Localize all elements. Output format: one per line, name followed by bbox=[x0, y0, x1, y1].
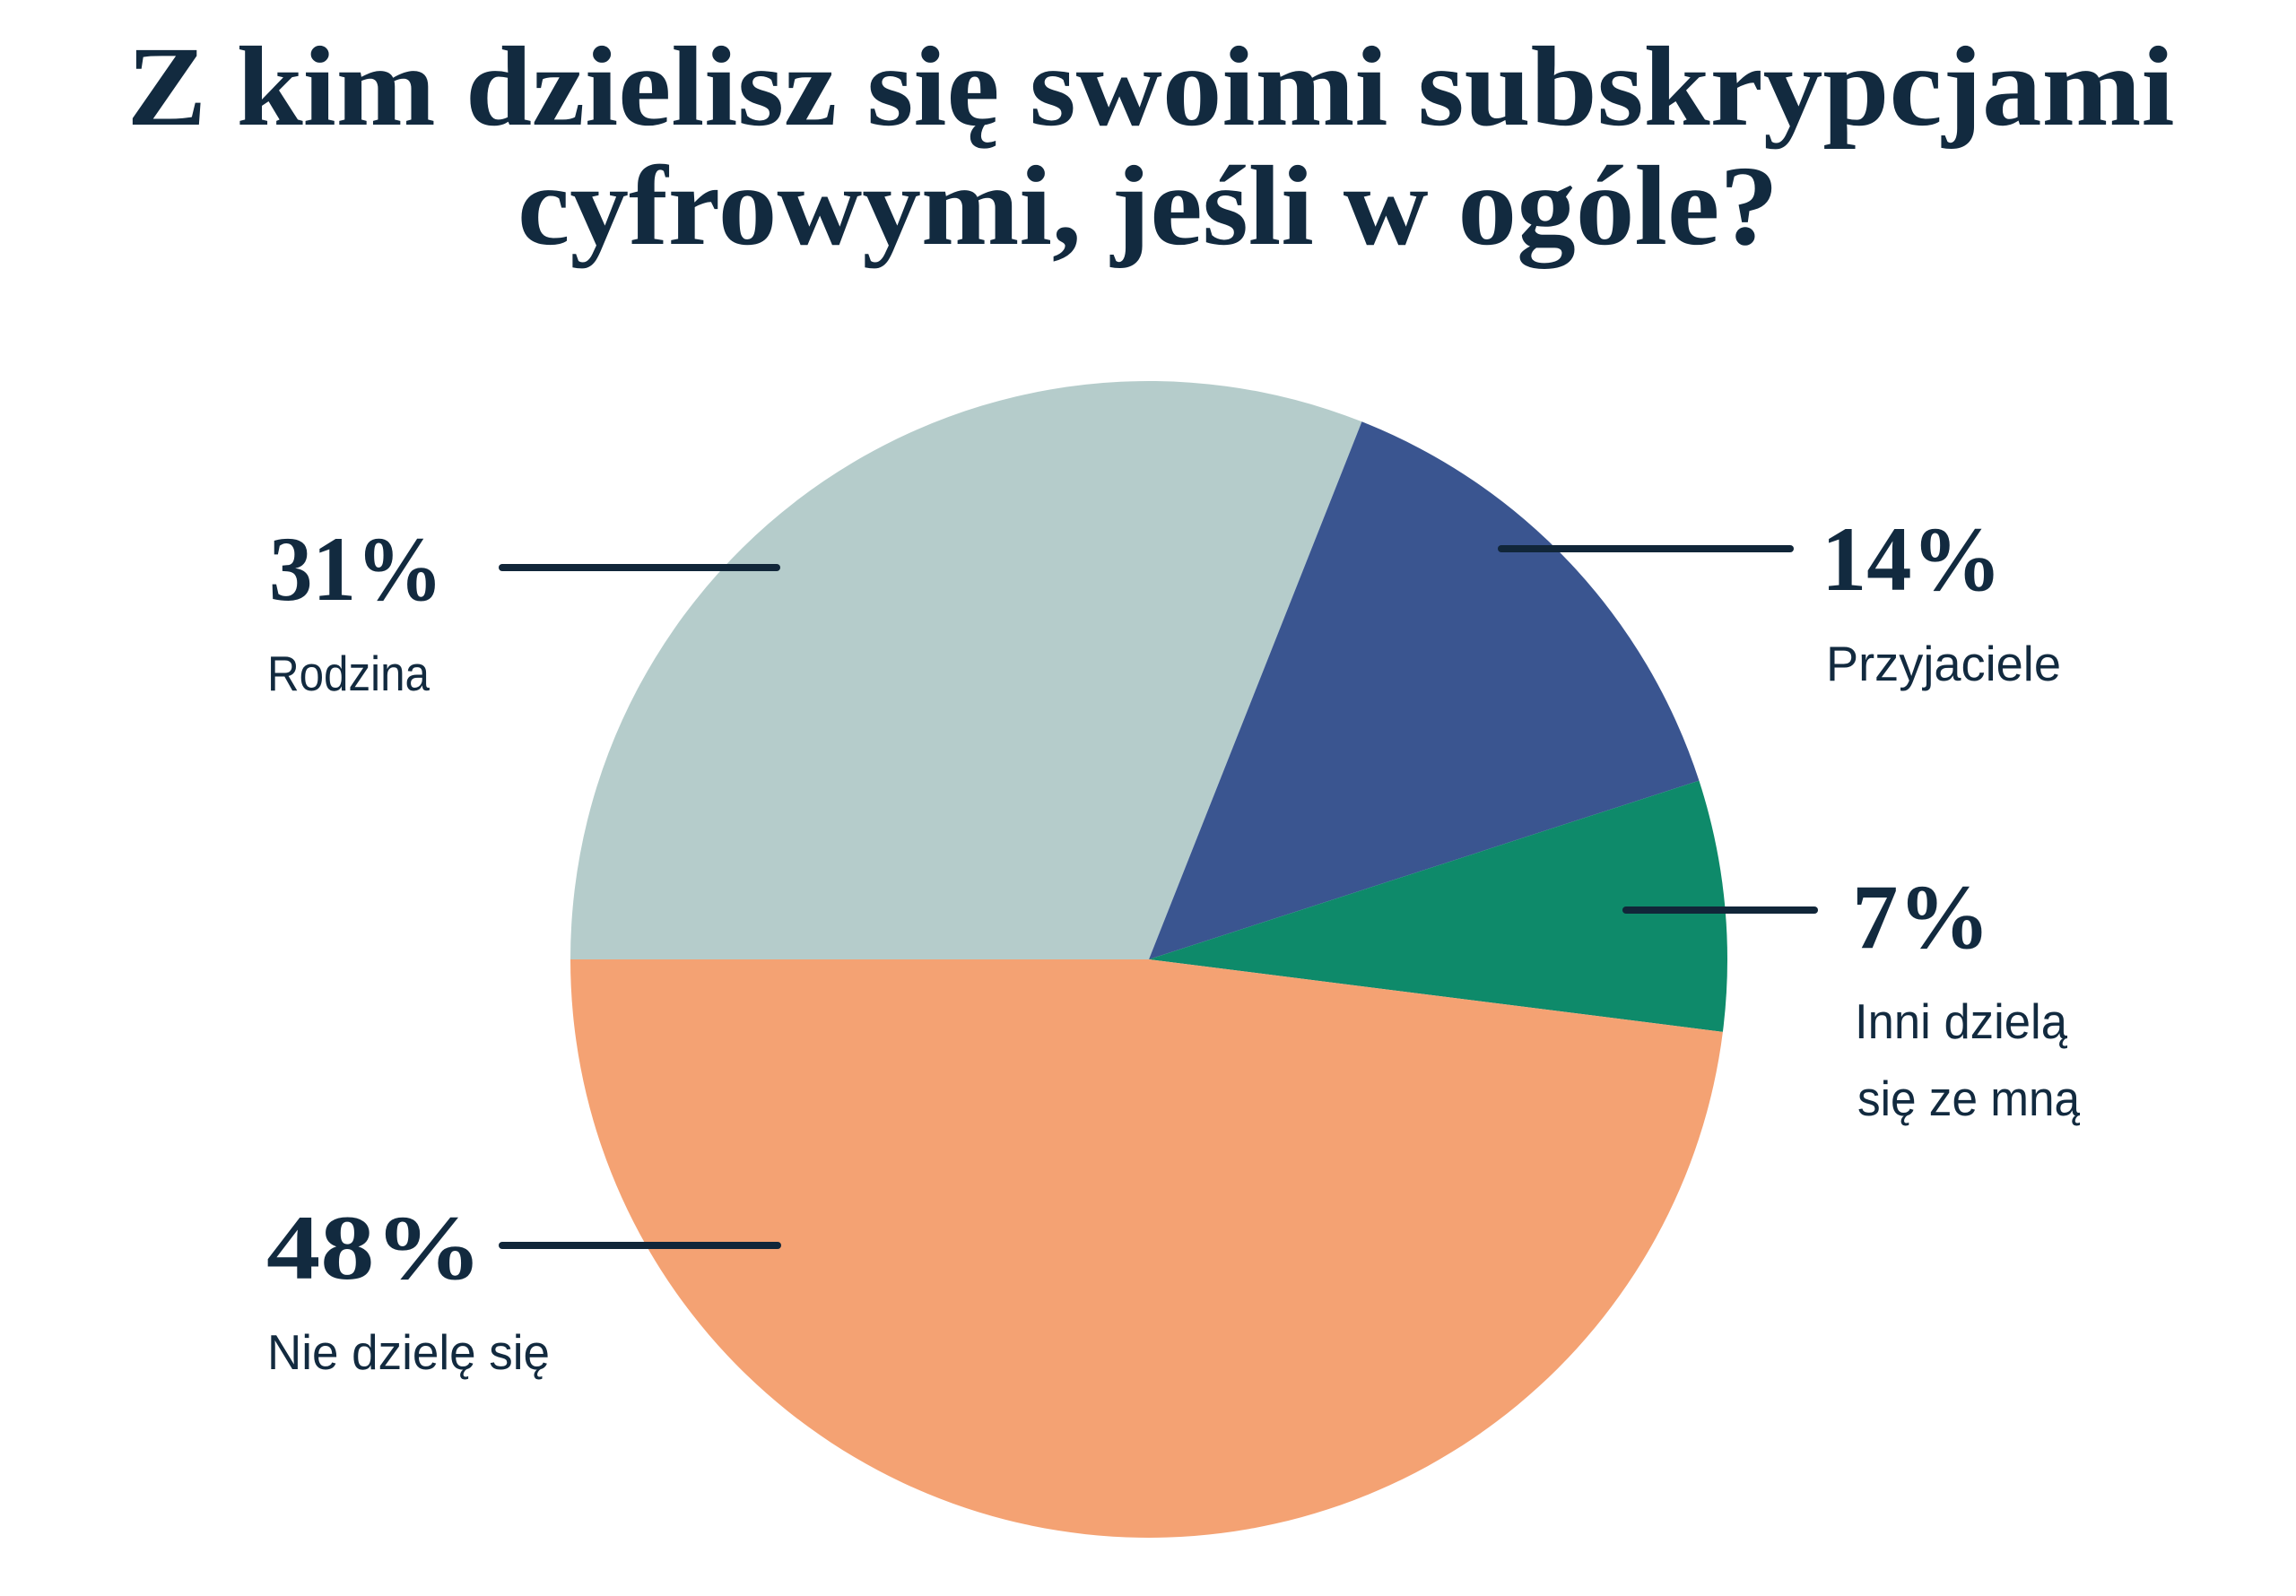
svg-text:7%: 7% bbox=[1852, 866, 1990, 968]
svg-text:Przyjaciele: Przyjaciele bbox=[1826, 636, 2061, 691]
svg-text:Z kim dzielisz się swoimi subs: Z kim dzielisz się swoimi subskrypcjami bbox=[127, 24, 2175, 150]
svg-text:14%: 14% bbox=[1822, 508, 2002, 611]
svg-text:cyfrowymi, jeśli w ogóle?: cyfrowymi, jeśli w ogóle? bbox=[517, 143, 1779, 269]
svg-text:Inni dzielą: Inni dzielą bbox=[1855, 993, 2067, 1049]
svg-text:Nie dzielę się: Nie dzielę się bbox=[267, 1324, 550, 1380]
svg-text:48%: 48% bbox=[266, 1197, 483, 1299]
svg-text:się ze mną: się ze mną bbox=[1857, 1071, 2080, 1126]
svg-text:31%: 31% bbox=[269, 518, 443, 620]
svg-text:Rodzina: Rodzina bbox=[267, 646, 430, 701]
